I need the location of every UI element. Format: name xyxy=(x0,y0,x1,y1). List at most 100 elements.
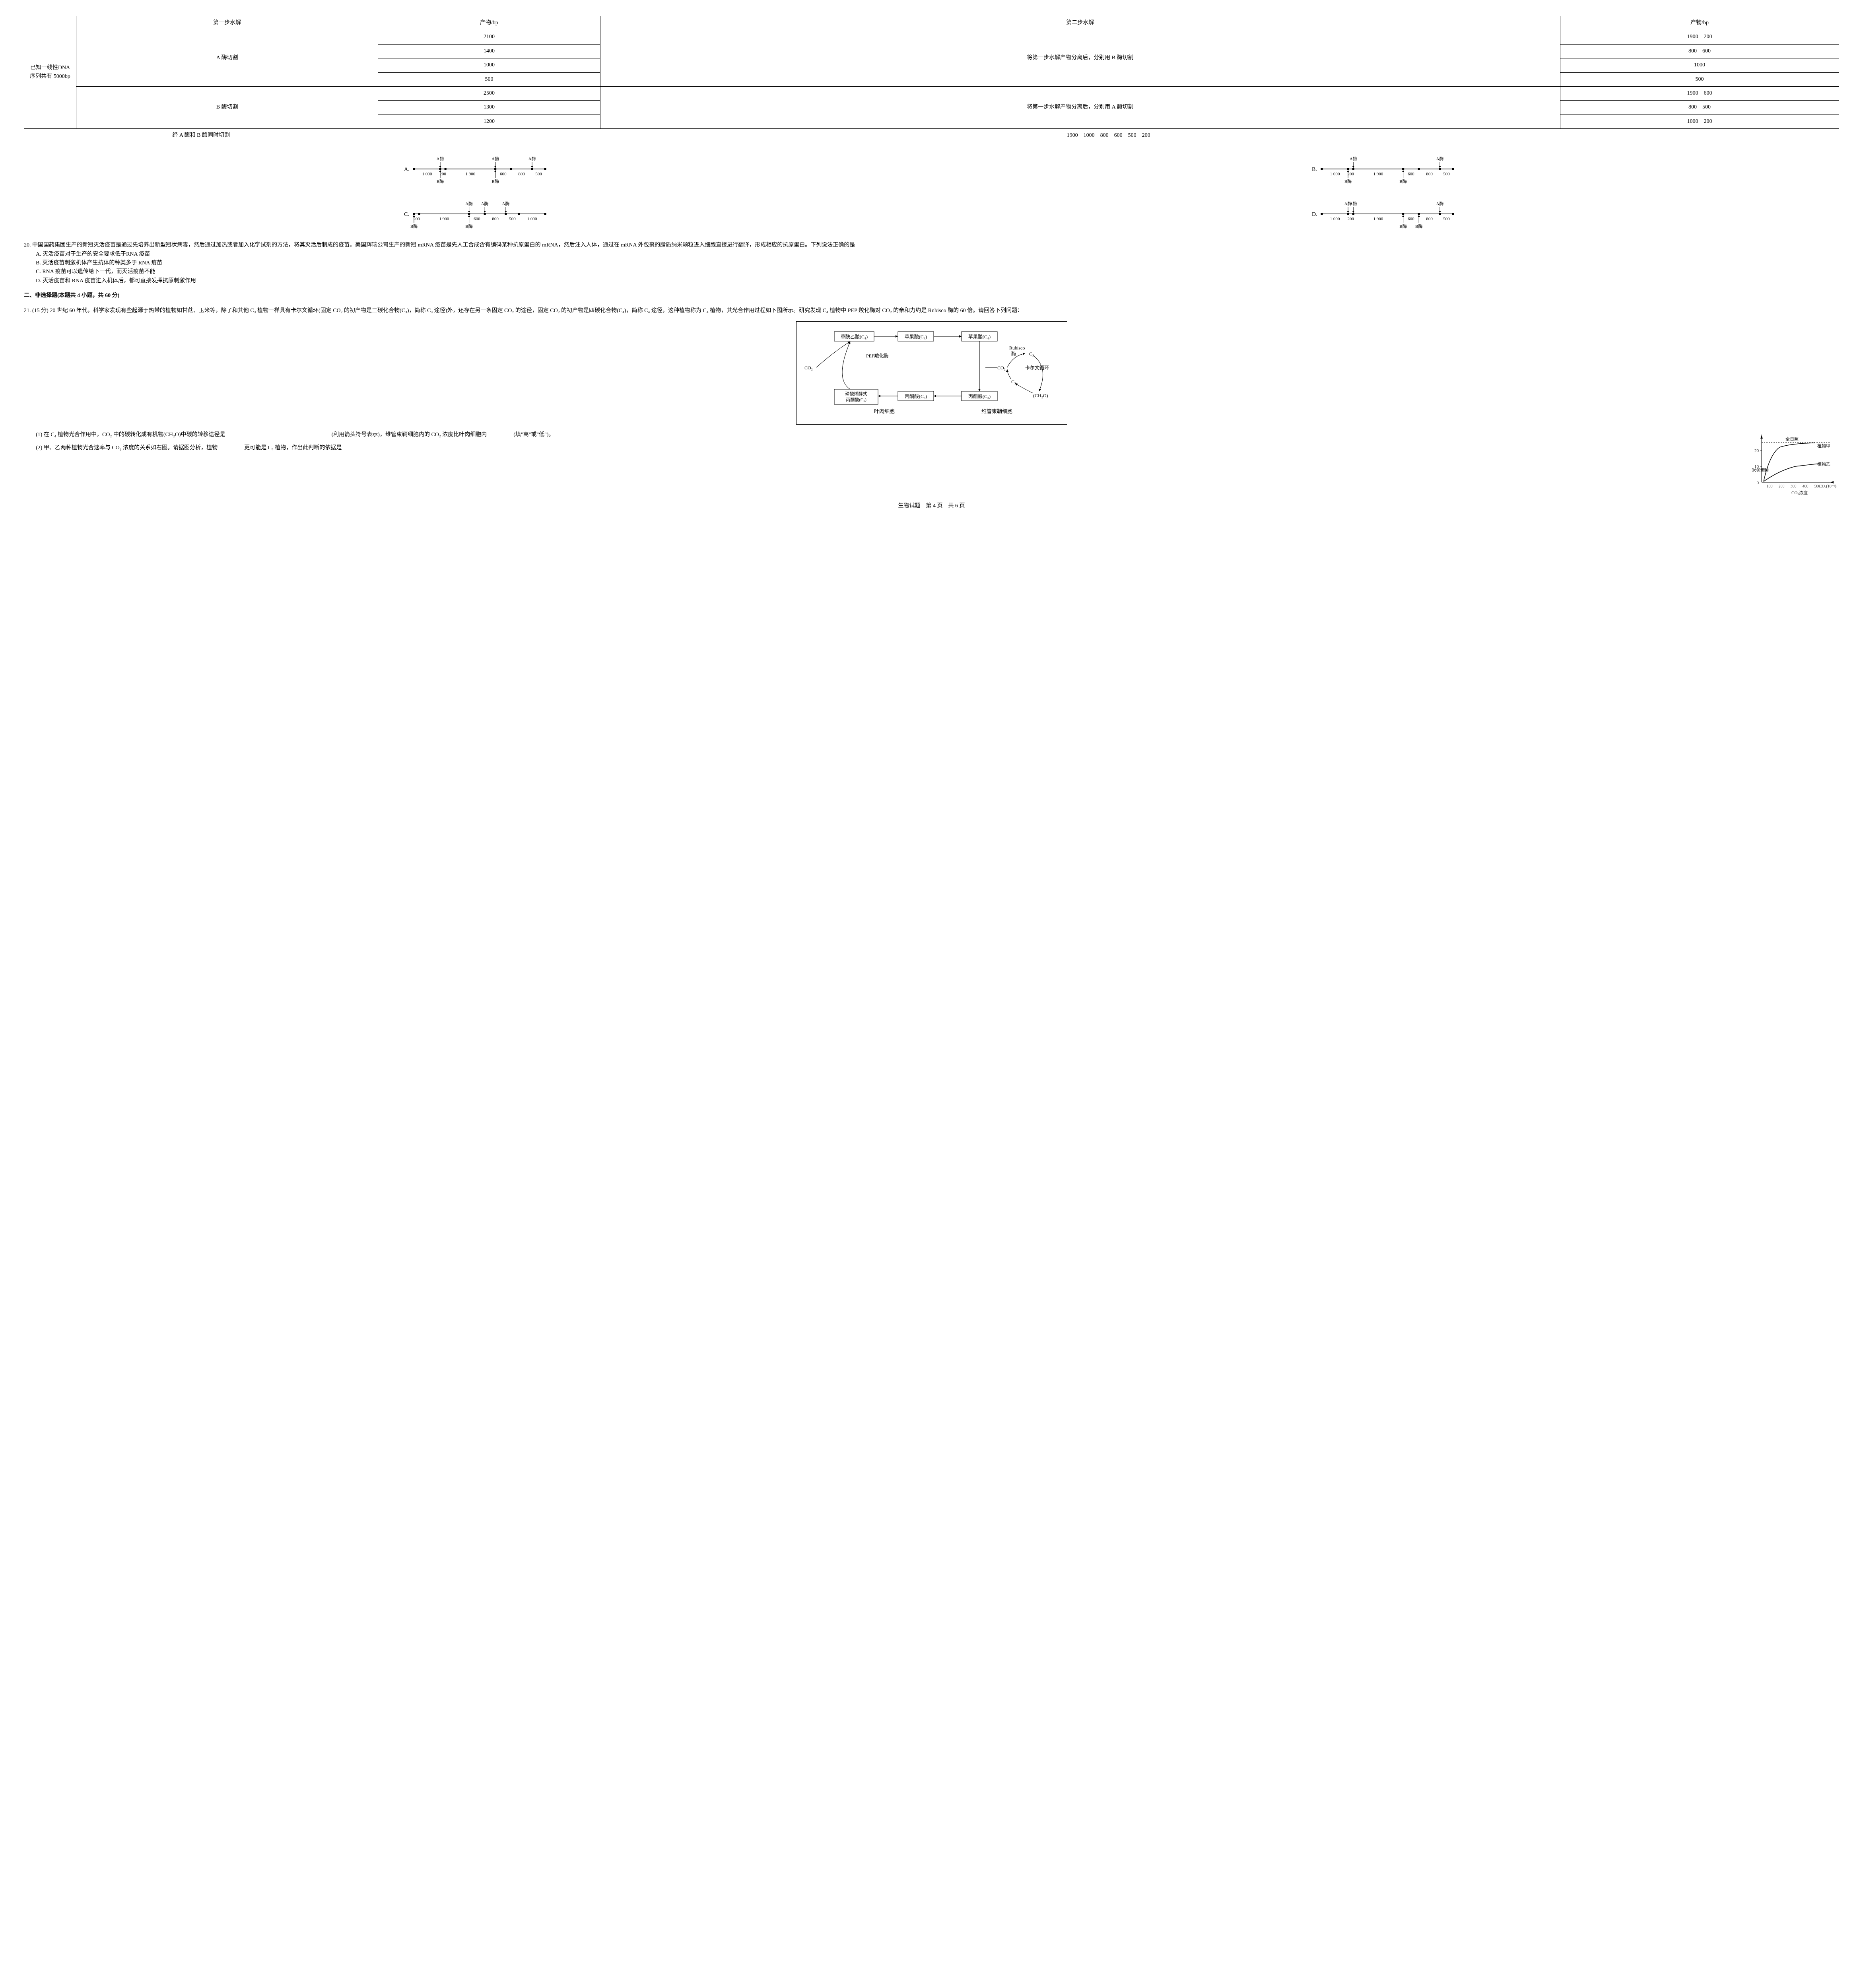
b-prod-2: 1200 xyxy=(378,115,600,128)
diagram-row-1: A. 1 000 200 1 900 600 800 500 A酶 A酶 A酶 B酶 B酶 B. 1… xyxy=(24,151,1839,190)
q20-opt-A: A. 灭活疫苗对于生产的安全要求低于RNA 疫苗 xyxy=(36,250,1839,259)
q20-opt-B: B. 灭活疫苗刺激机体产生抗体的种类多于 RNA 疫苗 xyxy=(36,259,1839,268)
q21-sub1: (1) 在 C₄ 植物光合作用中，CO₂ 中的碳转化成有机物(CH₂O)中碳的转… xyxy=(36,431,1839,439)
sub1-label: (1) xyxy=(36,432,42,438)
svg-text:800: 800 xyxy=(1426,172,1433,177)
flow-svg: 草酰乙酸(C₄) 苹果酸(C₄) 苹果酸(C₄) PEP羧化酶 CO₂ 磷酸烯醇… xyxy=(802,328,1057,415)
svg-text:1 900: 1 900 xyxy=(466,172,476,177)
svg-text:600: 600 xyxy=(1408,172,1414,177)
q21-sub2: (2) 甲、乙两种植物光合速率与 CO₂ 浓度的关系如右图。请据图分析，植物 更… xyxy=(36,444,1839,452)
a2-prod-0: 1900 200 xyxy=(1560,30,1839,44)
xtick-100: 100 xyxy=(1767,484,1773,489)
svg-text:1 000: 1 000 xyxy=(1330,217,1340,221)
opt-C-label: C. xyxy=(404,212,409,217)
svg-text:A酶: A酶 xyxy=(1436,156,1443,161)
svg-text:200: 200 xyxy=(414,217,420,221)
diagram-row-2: C. 2001 9006008005001 000A酶A酶A酶B酶B酶 D. 1… xyxy=(24,196,1839,235)
b2-prod-1: 800 500 xyxy=(1560,101,1839,115)
svg-text:A酶: A酶 xyxy=(465,201,473,206)
svg-text:500: 500 xyxy=(1443,172,1450,177)
svg-text:A酶: A酶 xyxy=(437,156,444,161)
yaxis-label: 光合速率 xyxy=(1751,468,1770,473)
sub1-text2: (利用箭头符号表示)，维管束鞘细胞内的 CO₂ 浓度比叶肉细胞内 xyxy=(332,432,487,438)
svg-text:1 000: 1 000 xyxy=(527,217,537,221)
svg-text:600: 600 xyxy=(474,217,480,221)
ytick-20: 20 xyxy=(1754,448,1759,453)
xunit-label: CO₂(10⁻⁶) xyxy=(1819,484,1836,489)
svg-text:B酶: B酶 xyxy=(1415,224,1422,229)
ytick-0: 0 xyxy=(1757,481,1759,485)
b2-prod-0: 1900 600 xyxy=(1560,86,1839,100)
page-footer: 生物试题 第 4 页 共 6 页 xyxy=(24,502,1839,511)
xaxis-label: CO₂浓度 xyxy=(1791,490,1808,495)
curve-plant-a xyxy=(1764,443,1815,481)
header-3: 第二步水解 xyxy=(600,16,1560,30)
opt-B-label: B. xyxy=(1312,167,1317,173)
step2-b: 将第一步水解产物分离后，分别用 A 酶切割 xyxy=(600,86,1560,128)
flow-box6: 丙酮酸(C₃) xyxy=(968,393,990,399)
xtick-300: 300 xyxy=(1791,484,1797,489)
q20-text: 中国国药集团生产的新冠灭活疫苗是通过先培养出新型冠状病毒，然后通过加热或者加入化… xyxy=(32,242,855,248)
flow-box1: 草酰乙酸(C₄) xyxy=(840,334,867,340)
a-prod-1: 1400 xyxy=(378,44,600,58)
q21-text: 20 世纪 60 年代，科学家发现有些起源于热带的植物如甘蔗、玉米等，除了和其他… xyxy=(50,308,1023,314)
opt-A-label: A. xyxy=(404,167,410,173)
enzyme-table: 已知一线性DNA 序列共有 5000bp 第一步水解 产物/bp 第二步水解 产… xyxy=(24,16,1839,143)
svg-text:200: 200 xyxy=(1347,217,1354,221)
co2-right: CO₂ xyxy=(997,365,1006,371)
svg-text:500: 500 xyxy=(509,217,516,221)
curve-plant-b xyxy=(1764,464,1819,481)
svg-text:600: 600 xyxy=(500,172,507,177)
svg-text:B酶: B酶 xyxy=(1399,179,1406,184)
svg-text:600: 600 xyxy=(1408,217,1414,221)
a-prod-0: 2100 xyxy=(378,30,600,44)
flow-box4b: 丙酮酸(C₃) xyxy=(846,397,866,402)
header-4: 产物/bp xyxy=(1560,16,1839,30)
b-enzyme-label: B 酶切割 xyxy=(76,86,378,128)
a-prod-2: 1000 xyxy=(378,58,600,72)
ch2o-label: (CH₂O) xyxy=(1033,393,1048,398)
svg-text:500: 500 xyxy=(536,172,542,177)
svg-text:A酶: A酶 xyxy=(481,201,489,206)
svg-text:B酶: B酶 xyxy=(410,224,418,229)
diagram-D: D. 1 0002001 900600800500A酶A酶A酶B酶B酶 xyxy=(1310,196,1461,235)
flow-diagram: 草酰乙酸(C₄) 苹果酸(C₄) 苹果酸(C₄) PEP羧化酶 CO₂ 磷酸烯醇… xyxy=(796,321,1067,425)
flow-box3: 苹果酸(C₄) xyxy=(968,334,990,340)
flow-box5: 丙酮酸(C₃) xyxy=(904,393,927,399)
svg-text:1 000: 1 000 xyxy=(422,172,432,177)
left-cell-label: 叶肉细胞 xyxy=(874,408,895,414)
series1-label: 植物甲 xyxy=(1817,443,1830,448)
q20-number: 20. xyxy=(24,242,31,248)
pep-label: PEP羧化酶 xyxy=(866,353,889,359)
sub2-text2: 更可能是 C₄ 植物，作出此判断的依据是 xyxy=(244,445,342,451)
calvin-label: 卡尔文循环 xyxy=(1025,365,1049,371)
svg-text:800: 800 xyxy=(519,172,525,177)
svg-text:A酶: A酶 xyxy=(491,156,499,161)
svg-text:B酶: B酶 xyxy=(466,224,473,229)
flow-box2: 苹果酸(C₄) xyxy=(904,334,927,340)
sub1-text1: 在 C₄ 植物光合作用中，CO₂ 中的碳转化成有机物(CH₂O)中碳的转移途径是 xyxy=(44,432,225,438)
svg-text:A酶: A酶 xyxy=(1349,201,1357,206)
combined-products: 1900 1000 800 600 500 200 xyxy=(378,129,1839,143)
a-prod-3: 500 xyxy=(378,72,600,86)
a2-prod-3: 500 xyxy=(1560,72,1839,86)
svg-text:B酶: B酶 xyxy=(492,179,499,184)
rubisco-label: Rubisco xyxy=(1009,345,1025,351)
svg-text:1 900: 1 900 xyxy=(439,217,449,221)
diagram-B-svg: B. 1 0002001 900600800500A酶A酶B酶B酶 xyxy=(1310,151,1461,187)
a-enzyme-label: A 酶切割 xyxy=(76,30,378,87)
c5-label: C₅ xyxy=(1011,379,1016,384)
svg-text:1 900: 1 900 xyxy=(1373,172,1383,177)
svg-text:200: 200 xyxy=(1347,172,1354,177)
diagram-C: C. 2001 9006008005001 000A酶A酶A酶B酶B酶 xyxy=(402,196,553,235)
diagram-D-svg: D. 1 0002001 900600800500A酶A酶A酶B酶B酶 xyxy=(1310,196,1461,232)
svg-text:B酶: B酶 xyxy=(1399,224,1406,229)
q20-opt-C: C. RNA 疫苗可以遗传给下一代，而灭活疫苗不能 xyxy=(36,268,1839,276)
a2-prod-1: 800 600 xyxy=(1560,44,1839,58)
chart-title: 全日照 xyxy=(1785,436,1799,442)
right-cell-label: 维管束鞘细胞 xyxy=(981,408,1012,414)
flow-box4a: 磷酸烯醇式 xyxy=(845,391,867,396)
svg-text:800: 800 xyxy=(492,217,499,221)
q20-opt-D: D. 灭活疫苗和 RNA 疫苗进入机体后，都可直接发挥抗原刺激作用 xyxy=(36,277,1839,285)
diagram-A: A. 1 0002001 900600800500A酶A酶A酶B酶B酶 xyxy=(402,151,553,190)
